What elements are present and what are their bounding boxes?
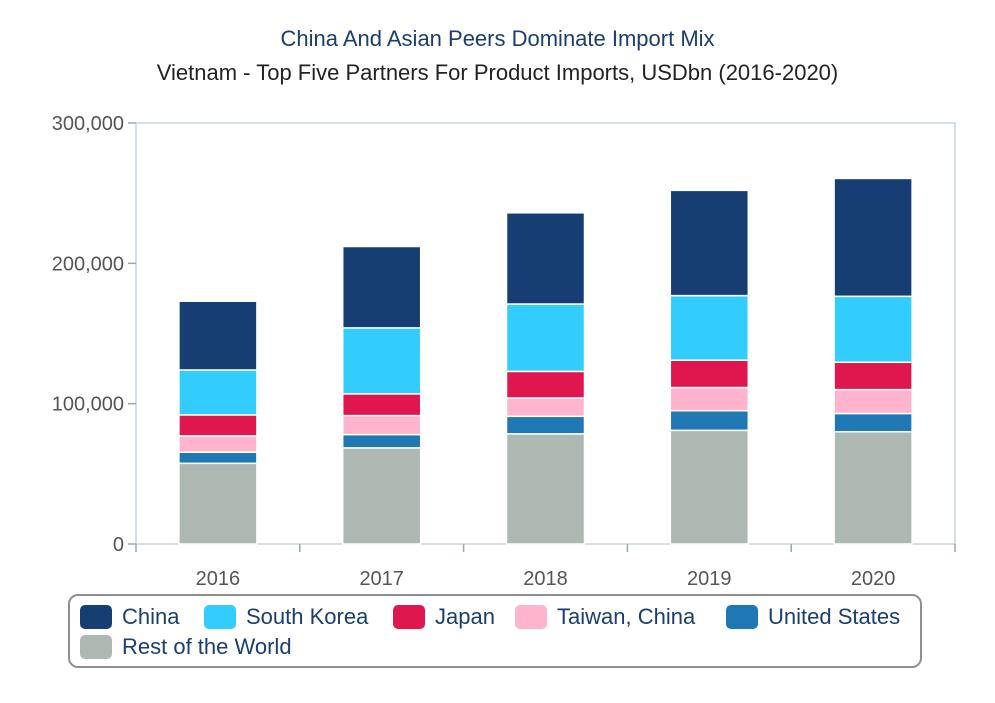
legend-item-china: China: [80, 604, 179, 630]
legend-item-japan: Japan: [393, 604, 495, 630]
legend-item-united-states: United States: [726, 604, 900, 630]
legend-swatch: [204, 605, 236, 629]
bar-taiwan-china-2018: [505, 397, 586, 418]
bar-taiwan-china-2019: [669, 386, 750, 412]
bar-taiwan-china-2020: [833, 388, 913, 415]
bar-china-2020: [833, 177, 913, 298]
legend-swatch: [80, 605, 112, 629]
bar-japan-2020: [833, 361, 913, 391]
bar-south-korea-2016: [178, 369, 258, 416]
x-tick-label: 2016: [196, 568, 241, 590]
bar-china-2018: [505, 212, 586, 305]
bar-japan-2018: [505, 370, 586, 399]
y-tick-label: 100,000: [52, 394, 124, 416]
x-tick-label: 2017: [359, 568, 404, 590]
bar-taiwan-china-2017: [341, 414, 422, 436]
bar-china-2016: [178, 300, 258, 371]
stacked-bar-chart: 0 100,000 200,000 300,000 2016 2017 2018 2019 20…: [52, 113, 956, 590]
bar-south-korea-2017: [341, 327, 422, 395]
legend-label: United States: [768, 604, 901, 629]
bar-south-korea-2018: [505, 303, 586, 373]
legend-swatch: [80, 635, 112, 659]
bar-united-states-2017: [341, 433, 422, 449]
x-tick-label: 2020: [851, 568, 896, 590]
legend-item-taiwan-china: Taiwan, China: [515, 604, 695, 630]
bar-japan-2016: [178, 414, 258, 437]
legend-label: China: [122, 604, 180, 629]
bar-taiwan-china-2016: [178, 435, 258, 453]
bar-rest-of-the-world-2019: [669, 429, 750, 545]
bar-china-2017: [341, 245, 422, 329]
y-tick-label: 200,000: [52, 253, 124, 275]
bar-united-states-2016: [178, 451, 258, 465]
bar-rest-of-the-world-2020: [833, 430, 913, 545]
y-tick-label: 300,000: [52, 113, 124, 135]
bar-japan-2019: [669, 359, 750, 389]
legend-label: Rest of the World: [122, 634, 292, 659]
legend-item-south-korea: South Korea: [204, 604, 368, 630]
bar-rest-of-the-world-2016: [178, 462, 258, 545]
legend-swatch: [393, 605, 425, 629]
chart-title: China And Asian Peers Dominate Import Mi…: [280, 26, 715, 51]
x-tick-label: 2019: [687, 568, 732, 590]
legend-swatch: [515, 605, 547, 629]
bar-south-korea-2020: [833, 295, 913, 364]
bar-rest-of-the-world-2018: [505, 433, 586, 545]
legend-label: South Korea: [246, 604, 369, 629]
bar-united-states-2019: [669, 409, 750, 432]
bar-united-states-2018: [505, 415, 586, 435]
bar-japan-2017: [341, 393, 422, 417]
bar-china-2019: [669, 189, 750, 297]
legend-swatch: [726, 605, 758, 629]
legend-item-rest-of-the-world: Rest of the World: [80, 634, 292, 660]
y-tick-label: 0: [113, 534, 124, 556]
bar-rest-of-the-world-2017: [341, 447, 422, 545]
chart-subtitle: Vietnam - Top Five Partners For Product …: [156, 60, 839, 85]
bar-south-korea-2019: [669, 294, 750, 361]
legend-label: Taiwan, China: [557, 604, 696, 629]
x-tick-label: 2018: [523, 568, 568, 590]
bar-united-states-2020: [833, 412, 913, 433]
chart-legend: China South Korea Japan Taiwan, China United…: [68, 594, 922, 668]
legend-label: Japan: [435, 604, 495, 629]
